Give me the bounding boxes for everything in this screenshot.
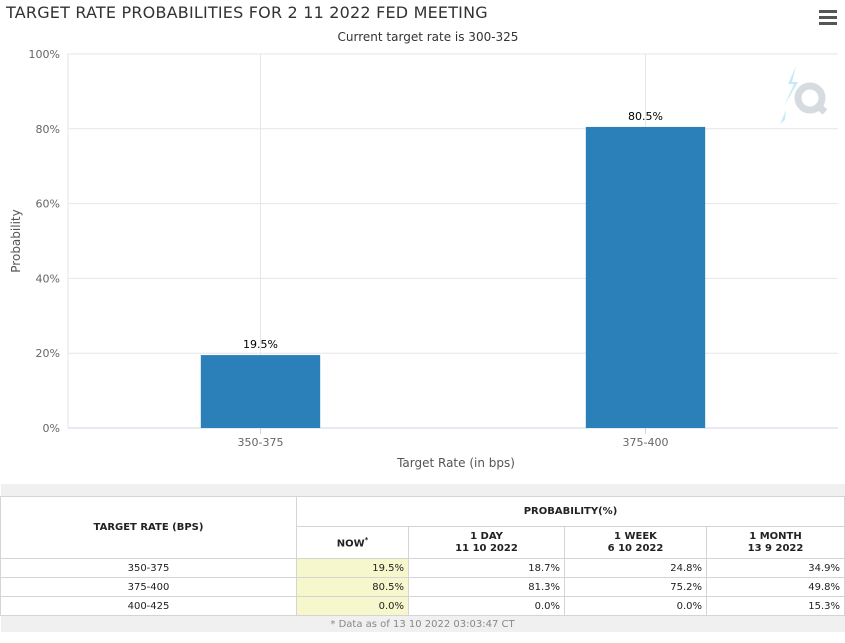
y-tick-label: 100%: [29, 48, 60, 61]
bar[interactable]: [200, 355, 321, 428]
data-timestamp-footnote: * Data as of 13 10 2022 03:03:47 CT: [0, 615, 845, 632]
week-cell: 0.0%: [564, 596, 707, 616]
now-cell: 80.5%: [296, 577, 409, 597]
y-tick-label: 0%: [43, 422, 60, 435]
now-cell: 19.5%: [296, 558, 409, 578]
table-row: 400-425 0.0% 0.0% 0.0% 15.3%: [0, 596, 845, 616]
y-tick-label: 80%: [36, 123, 60, 136]
quikstrike-logo-icon: [780, 66, 828, 124]
rate-cell: 400-425: [0, 596, 297, 616]
hamburger-menu-icon[interactable]: [819, 10, 837, 26]
x-axis-ticks: 350-375 375-400: [238, 428, 669, 449]
x-tick-label: 375-400: [623, 436, 669, 449]
bar-chart: Current target rate is 300-325 0% 20% 40% 6…: [9, 30, 838, 470]
col-1-month: 1 MONTH 13 9 2022: [706, 526, 845, 559]
bar[interactable]: [585, 126, 706, 429]
month-cell: 15.3%: [706, 596, 845, 616]
y-axis-label: Probability: [9, 209, 23, 272]
table-row: 350-375 19.5% 18.7% 24.8% 34.9%: [0, 558, 845, 578]
rate-cell: 350-375: [0, 558, 297, 578]
day-cell: 18.7%: [408, 558, 565, 578]
week-cell: 24.8%: [564, 558, 707, 578]
col-probability: PROBABILITY(%): [296, 496, 845, 527]
day-cell: 81.3%: [408, 577, 565, 597]
y-tick-label: 40%: [36, 272, 60, 285]
week-cell: 75.2%: [564, 577, 707, 597]
chart-title: TARGET RATE PROBABILITIES FOR 2 11 2022 …: [6, 3, 488, 22]
chart-subtitle: Current target rate is 300-325: [338, 30, 519, 44]
y-tick-label: 60%: [36, 198, 60, 211]
now-cell: 0.0%: [296, 596, 409, 616]
day-cell: 0.0%: [408, 596, 565, 616]
table-row: 375-400 80.5% 81.3% 75.2% 49.8%: [0, 577, 845, 597]
col-1-day: 1 DAY 11 10 2022: [408, 526, 565, 559]
bar-data-label: 19.5%: [243, 338, 278, 351]
month-cell: 34.9%: [706, 558, 845, 578]
probability-table: TARGET RATE (BPS) PROBABILITY(%) NOW* 1 …: [0, 484, 845, 632]
y-tick-label: 20%: [36, 347, 60, 360]
bars: 19.5% 80.5%: [200, 110, 706, 429]
bar-data-label: 80.5%: [628, 110, 663, 123]
x-tick-label: 350-375: [238, 436, 284, 449]
x-axis-label: Target Rate (in bps): [396, 456, 515, 470]
month-cell: 49.8%: [706, 577, 845, 597]
rate-cell: 375-400: [0, 577, 297, 597]
col-now: NOW*: [296, 526, 409, 559]
y-axis-ticks: 0% 20% 40% 60% 80% 100%: [29, 48, 60, 435]
col-1-week: 1 WEEK 6 10 2022: [564, 526, 707, 559]
col-target-rate: TARGET RATE (BPS): [0, 496, 297, 559]
gridlines: [67, 53, 838, 429]
